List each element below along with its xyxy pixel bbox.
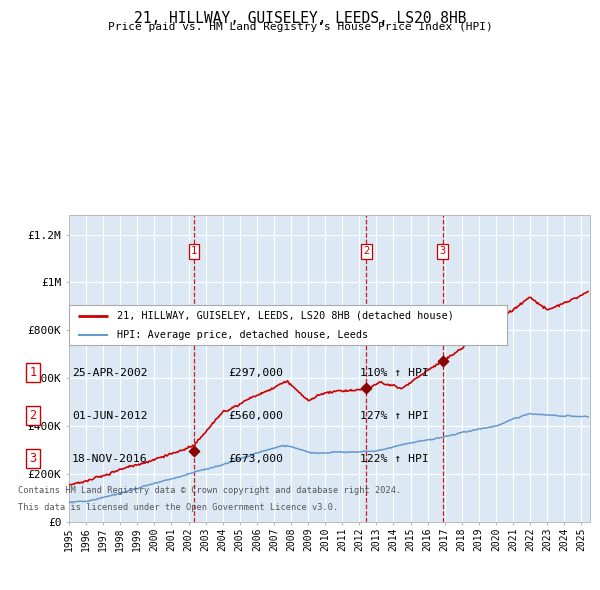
Text: 1: 1 [191, 246, 197, 256]
Point [362, 384, 371, 393]
Text: £673,000: £673,000 [228, 454, 283, 464]
Text: £297,000: £297,000 [228, 368, 283, 378]
Text: 2: 2 [364, 246, 370, 256]
Text: 25-APR-2002: 25-APR-2002 [72, 368, 148, 378]
Point [189, 446, 199, 455]
Text: Contains HM Land Registry data © Crown copyright and database right 2024.: Contains HM Land Registry data © Crown c… [18, 486, 401, 495]
Text: 122% ↑ HPI: 122% ↑ HPI [360, 454, 429, 464]
Text: 110% ↑ HPI: 110% ↑ HPI [360, 368, 429, 378]
Text: 127% ↑ HPI: 127% ↑ HPI [360, 411, 429, 421]
Point [438, 356, 448, 366]
Text: 01-JUN-2012: 01-JUN-2012 [72, 411, 148, 421]
Text: Price paid vs. HM Land Registry's House Price Index (HPI): Price paid vs. HM Land Registry's House … [107, 22, 493, 32]
Text: 3: 3 [29, 452, 37, 466]
Text: 2: 2 [29, 409, 37, 422]
Text: HPI: Average price, detached house, Leeds: HPI: Average price, detached house, Leed… [117, 330, 368, 340]
Text: 3: 3 [439, 246, 446, 256]
Text: 21, HILLWAY, GUISELEY, LEEDS, LS20 8HB: 21, HILLWAY, GUISELEY, LEEDS, LS20 8HB [134, 11, 466, 25]
Text: This data is licensed under the Open Government Licence v3.0.: This data is licensed under the Open Gov… [18, 503, 338, 512]
Text: 18-NOV-2016: 18-NOV-2016 [72, 454, 148, 464]
Text: 21, HILLWAY, GUISELEY, LEEDS, LS20 8HB (detached house): 21, HILLWAY, GUISELEY, LEEDS, LS20 8HB (… [117, 311, 454, 321]
Text: 1: 1 [29, 366, 37, 379]
Text: £560,000: £560,000 [228, 411, 283, 421]
